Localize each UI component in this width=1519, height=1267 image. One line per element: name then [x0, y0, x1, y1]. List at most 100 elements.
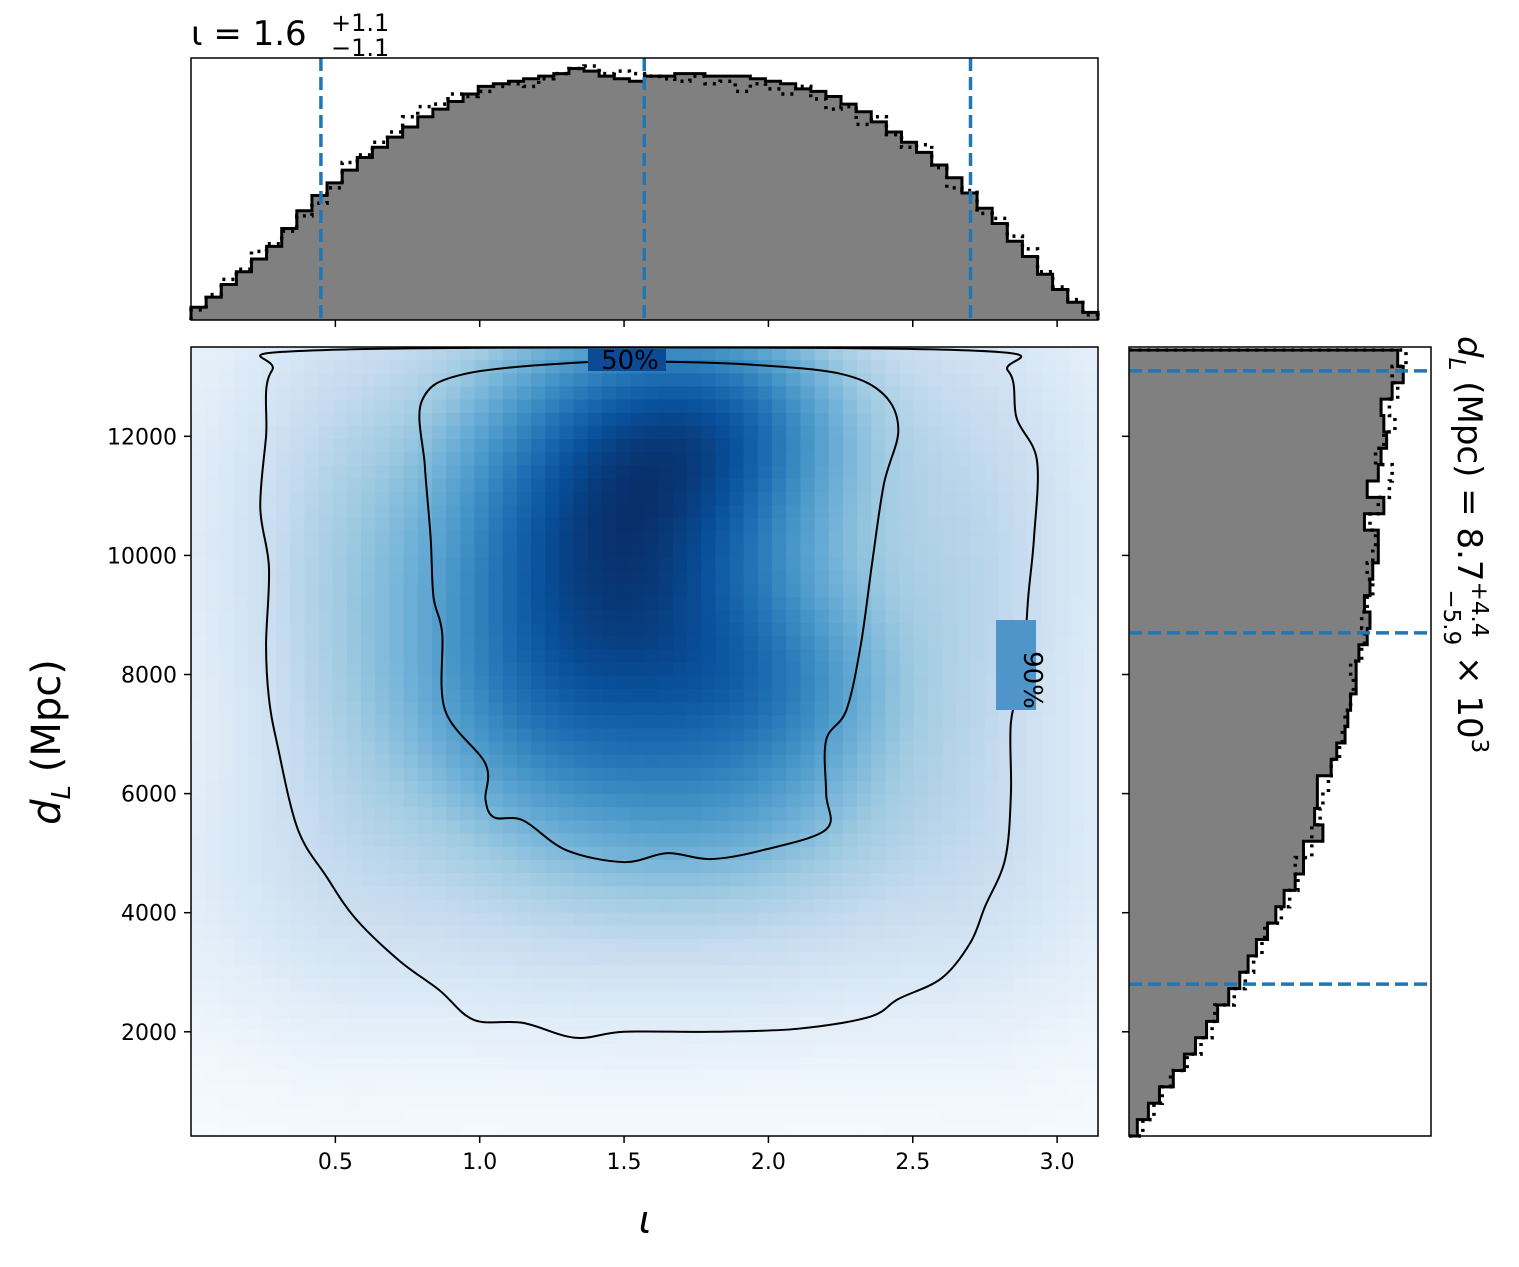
- heatmap-cell: [233, 688, 249, 703]
- heatmap-cell: [1027, 583, 1042, 598]
- heatmap-cell: [573, 412, 589, 427]
- heatmap-cell: [616, 610, 631, 624]
- heatmap-cell: [757, 978, 773, 992]
- heatmap-cell: [431, 741, 447, 756]
- heatmap-cell: [842, 439, 858, 453]
- heatmap-cell: [927, 1004, 943, 1019]
- heatmap-cell: [573, 1083, 589, 1098]
- heatmap-cell: [389, 741, 405, 756]
- heatmap-cell: [630, 596, 646, 611]
- heatmap-cell: [1069, 991, 1085, 1006]
- heatmap-cell: [474, 951, 490, 966]
- heatmap-cell: [715, 583, 731, 598]
- heatmap-cell: [1055, 1083, 1071, 1098]
- heatmap-cell: [1012, 531, 1028, 545]
- heatmap-cell: [219, 439, 235, 453]
- heatmap-cell: [842, 1030, 858, 1045]
- heatmap-cell: [800, 1109, 816, 1124]
- heatmap-cell: [1012, 360, 1028, 374]
- heatmap-cell: [191, 504, 206, 519]
- heatmap-cell: [786, 1083, 801, 1098]
- heatmap-cell: [261, 373, 277, 388]
- heatmap-cell: [842, 623, 858, 637]
- heatmap-cell: [460, 912, 476, 927]
- heatmap-cell: [970, 965, 986, 979]
- heatmap-cell: [984, 938, 1000, 953]
- heatmap-cell: [899, 1004, 915, 1019]
- heatmap-cell: [488, 767, 504, 782]
- heatmap-cell: [361, 544, 376, 558]
- heatmap-cell: [913, 386, 929, 401]
- heatmap-cell: [346, 412, 362, 427]
- heatmap-cell: [502, 478, 518, 493]
- heatmap-cell: [516, 702, 532, 716]
- heatmap-cell: [1055, 767, 1071, 782]
- heatmap-cell: [1012, 544, 1028, 558]
- heatmap-cell: [587, 978, 603, 992]
- heatmap-cell: [191, 1030, 206, 1045]
- heatmap-cell: [446, 452, 461, 466]
- heatmap-cell: [261, 1122, 277, 1136]
- heatmap-cell: [417, 662, 433, 677]
- heatmap-cell: [658, 1070, 674, 1084]
- heatmap-cell: [885, 938, 901, 953]
- heatmap-cell: [361, 636, 376, 651]
- heatmap-cell: [1083, 688, 1098, 703]
- heatmap-cell: [205, 675, 220, 690]
- heatmap-cell: [630, 1043, 646, 1058]
- heatmap-cell: [942, 1057, 957, 1071]
- heatmap-cell: [1055, 1122, 1071, 1136]
- heatmap-cell: [757, 583, 773, 598]
- heatmap-cell: [403, 912, 419, 927]
- heatmap-cell: [304, 1109, 320, 1124]
- heatmap-cell: [474, 728, 490, 743]
- heatmap-cell: [474, 504, 490, 519]
- heatmap-cell: [276, 675, 291, 690]
- heatmap-cell: [276, 465, 291, 480]
- heatmap-cell: [460, 1083, 476, 1098]
- heatmap-cell: [942, 1122, 957, 1136]
- heatmap-cell: [1041, 452, 1057, 466]
- heatmap-cell: [1012, 859, 1028, 874]
- heatmap-cell: [715, 649, 731, 664]
- heatmap-cell: [687, 728, 702, 743]
- heatmap-cell: [1012, 899, 1028, 914]
- heatmap-cell: [687, 412, 702, 427]
- heatmap-cell: [757, 780, 773, 795]
- heatmap-cell: [446, 636, 461, 651]
- heatmap-cell: [318, 610, 334, 624]
- heatmap-cell: [1012, 1122, 1028, 1136]
- heatmap-cell: [332, 873, 348, 887]
- heatmap-cell: [970, 1070, 986, 1084]
- heatmap-cell: [601, 951, 617, 966]
- heatmap-cell: [786, 899, 801, 914]
- heatmap-cell: [998, 386, 1014, 401]
- heatmap-cell: [913, 833, 929, 848]
- heatmap-cell: [559, 373, 575, 388]
- heatmap-cell: [842, 452, 858, 466]
- heatmap-cell: [616, 386, 631, 401]
- heatmap-cell: [261, 702, 277, 716]
- heatmap-cell: [531, 649, 546, 664]
- heatmap-cell: [516, 1043, 532, 1058]
- heatmap-cell: [219, 544, 235, 558]
- heatmap-cell: [332, 978, 348, 992]
- heatmap-cell: [191, 636, 206, 651]
- heatmap-cell: [417, 610, 433, 624]
- heatmap-cell: [871, 1096, 887, 1111]
- heatmap-cell: [729, 991, 745, 1006]
- heatmap-cell: [516, 938, 532, 953]
- heatmap-cell: [814, 557, 830, 572]
- heatmap-cell: [545, 649, 561, 664]
- heatmap-cell: [318, 794, 334, 808]
- heatmap-cell: [474, 1083, 490, 1098]
- heatmap-cell: [233, 570, 249, 585]
- heatmap-cell: [332, 649, 348, 664]
- heatmap-cell: [531, 439, 546, 453]
- heatmap-cell: [247, 399, 263, 414]
- heatmap-cell: [743, 938, 759, 953]
- heatmap-cell: [1083, 807, 1098, 821]
- heatmap-cell: [233, 741, 249, 756]
- heatmap-cell: [942, 439, 957, 453]
- heatmap-cell: [857, 478, 872, 493]
